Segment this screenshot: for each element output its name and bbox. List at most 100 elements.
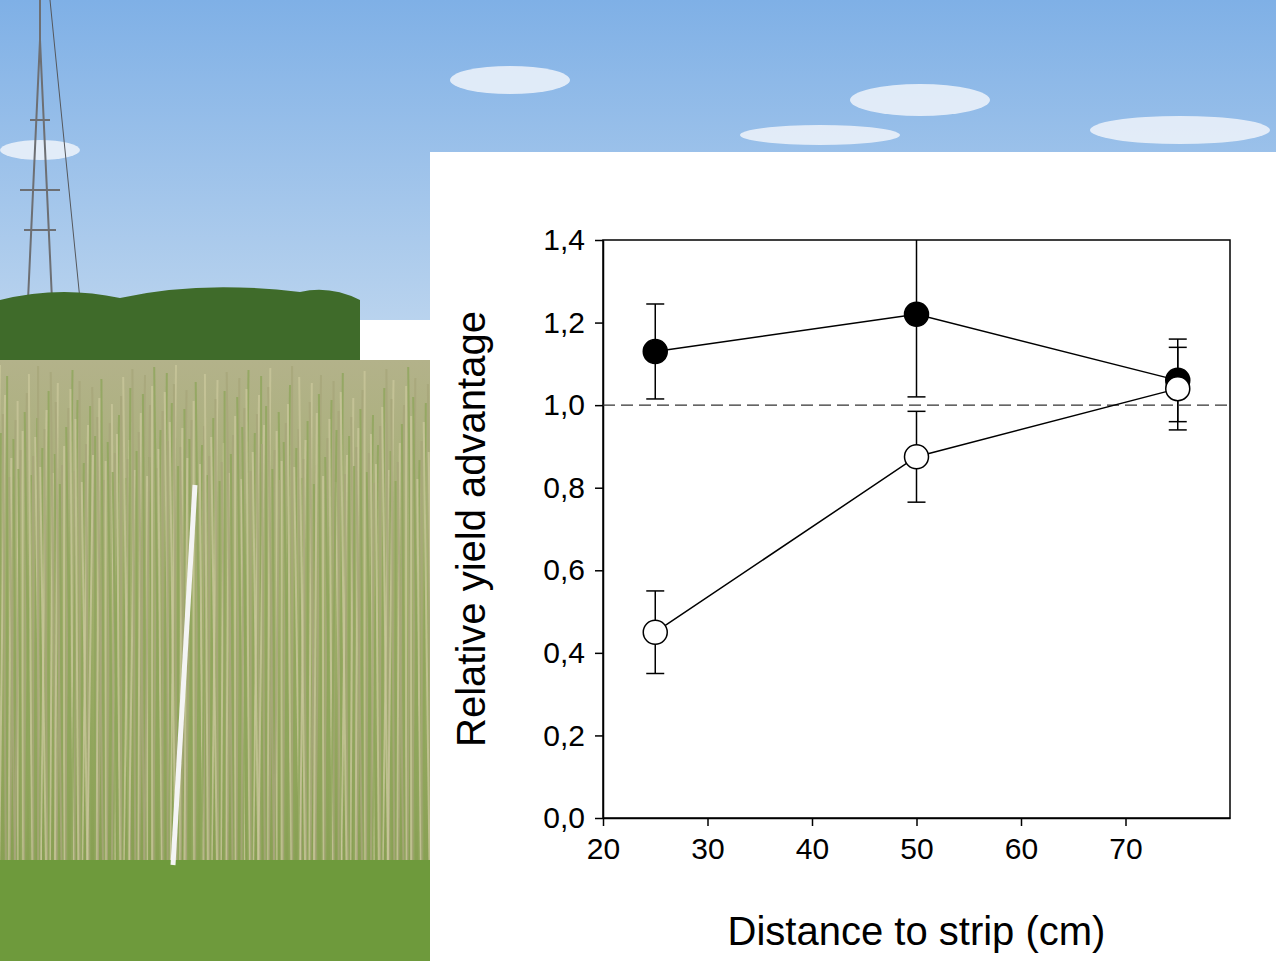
x-tick: 70 — [1109, 818, 1142, 865]
data-point — [905, 445, 929, 469]
stalk — [132, 369, 135, 880]
stalk — [314, 413, 317, 880]
data-point — [643, 620, 667, 644]
x-tick-mark — [812, 818, 814, 826]
y-tick-label: 0,6 — [543, 553, 585, 586]
data-point — [643, 339, 667, 363]
stalk — [281, 461, 283, 880]
error-bar-cap — [646, 673, 664, 675]
y-tick: 0,2 — [543, 719, 603, 752]
y-tick-mark — [595, 653, 603, 655]
series — [643, 347, 1190, 673]
stalk — [196, 382, 202, 880]
power-line — [50, 0, 80, 300]
cloud — [0, 140, 80, 160]
x-axis: 20 30 40 50 60 70 — [587, 818, 1231, 865]
y-tick: 1,4 — [543, 223, 603, 256]
x-tick-label: 50 — [900, 832, 933, 865]
y-tick-label: 0,0 — [543, 801, 585, 834]
plot-frame — [603, 240, 1230, 818]
stalk — [9, 477, 15, 880]
y-tick-label: 1,4 — [543, 223, 585, 256]
stalk — [356, 447, 362, 880]
stalk — [274, 480, 280, 880]
y-axis-line — [603, 241, 605, 819]
y-tick-label: 0,4 — [543, 636, 585, 669]
stalk — [75, 419, 78, 880]
background-photo — [0, 0, 1276, 961]
x-tick: 50 — [900, 818, 933, 865]
stalk — [410, 416, 412, 880]
stalk — [40, 467, 46, 880]
stalk — [144, 405, 150, 880]
stalk — [94, 436, 96, 880]
y-tick-mark — [595, 735, 603, 737]
error-bar-cap — [908, 396, 926, 398]
stalk — [376, 464, 379, 880]
x-tick-label: 20 — [587, 832, 620, 865]
y-tick-mark — [595, 487, 603, 489]
stalk — [15, 450, 21, 880]
stalk — [0, 433, 1, 880]
stalk — [331, 430, 337, 880]
stalk — [325, 457, 331, 880]
stalk — [139, 432, 145, 880]
stalk — [341, 392, 347, 880]
y-axis-title: Relative yield advantage — [449, 311, 493, 747]
stalk — [72, 400, 78, 880]
y-tick-mark — [595, 818, 603, 820]
x-tick: 40 — [796, 818, 829, 865]
stalk — [242, 427, 248, 880]
stalk — [167, 441, 169, 880]
x-tick-label: 30 — [691, 832, 724, 865]
reference-line — [603, 405, 1230, 406]
x-tick-mark — [916, 818, 918, 826]
y-tick-mark — [595, 570, 603, 572]
stalk — [284, 442, 290, 880]
wheat-stalks — [0, 365, 435, 880]
data-point — [905, 302, 929, 326]
cloud — [450, 66, 570, 94]
stalk — [398, 462, 404, 880]
error-bar-cap — [646, 590, 664, 592]
x-tick-mark — [1125, 818, 1127, 826]
stalk — [413, 397, 419, 880]
x-tick-label: 60 — [1005, 832, 1038, 865]
cloud — [850, 84, 990, 116]
error-bar-cap — [1169, 347, 1187, 349]
stalk — [371, 483, 374, 880]
stalk — [353, 466, 355, 880]
y-tick-label: 0,2 — [543, 719, 585, 752]
y-tick-mark — [595, 240, 603, 242]
y-tick: 0,6 — [543, 553, 603, 586]
stalk — [18, 469, 21, 880]
x-tick-mark — [1021, 818, 1023, 826]
stalk — [224, 391, 226, 880]
stalk — [113, 472, 119, 880]
x-axis-title: Distance to strip (cm) — [728, 909, 1106, 953]
error-bar-cap — [1169, 429, 1187, 431]
x-tick-label: 40 — [796, 832, 829, 865]
cloud — [740, 125, 900, 145]
stalk — [205, 374, 208, 880]
error-bar-cap — [908, 501, 926, 503]
stalk — [82, 482, 88, 880]
stalk — [154, 367, 160, 880]
stalk — [262, 444, 265, 880]
stalk — [338, 411, 340, 880]
stalk — [258, 425, 264, 880]
y-axis: 0,00,20,40,60,81,01,21,4 — [543, 223, 603, 834]
x-tick: 20 — [587, 818, 620, 865]
stalk — [211, 437, 217, 880]
stalk — [56, 402, 62, 880]
y-tick-label: 1,0 — [543, 388, 585, 421]
y-tick: 0,4 — [543, 636, 603, 669]
y-tick-label: 0,8 — [543, 471, 585, 504]
tree-line — [0, 287, 360, 370]
x-tick-mark — [707, 818, 709, 826]
x-tick-label: 70 — [1109, 832, 1142, 865]
y-tick-mark — [595, 405, 603, 407]
canvas: 2030405060700,00,20,40,60,81,01,21,4Dist… — [0, 0, 1276, 961]
stalk — [299, 377, 305, 880]
stalk — [319, 394, 322, 880]
